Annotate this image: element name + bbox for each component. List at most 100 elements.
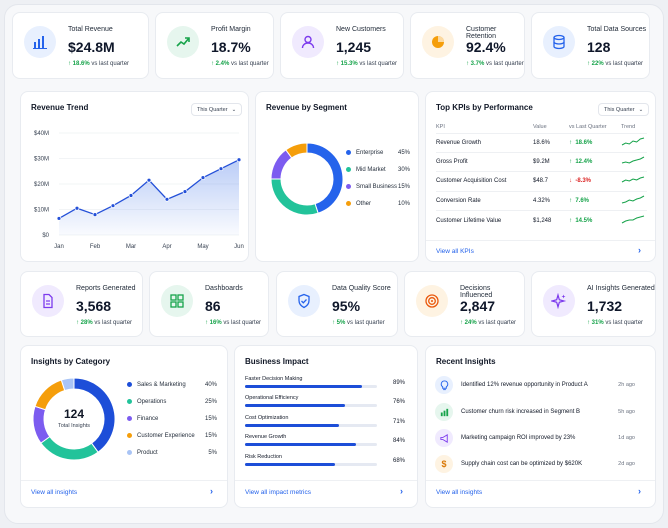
chevron-right-icon[interactable]: › (400, 486, 403, 496)
data-point (110, 203, 116, 209)
kpi-card-total-revenue[interactable]: Total Revenue $24.8M ↑ 18.6% vs last qua… (12, 12, 149, 79)
kpi-change: ↑ 5% vs last quarter (332, 320, 385, 326)
impact-bar-track (245, 463, 377, 466)
data-point (56, 216, 62, 221)
kpi-value: 2,847 (460, 298, 496, 314)
kpi-card-profit-margin[interactable]: Profit Margin 18.7% ↑ 2.4% vs last quart… (155, 12, 274, 79)
kpi-card-reports[interactable]: Reports Generated 3,568 ↑ 28% vs last qu… (20, 271, 143, 337)
impact-value: 68% (393, 458, 406, 464)
user-icon (292, 26, 324, 58)
chevron-down-icon: ⌄ (231, 106, 237, 113)
divider (21, 480, 227, 481)
sparkline (621, 132, 647, 153)
legend-item: Finance (127, 410, 195, 427)
kpi-change: ↑ 3.7% vs last quarter (466, 61, 524, 67)
insight-item[interactable]: Identified 12% revenue opportunity in Pr… (435, 373, 635, 397)
x-tick-label: Mar (126, 244, 136, 250)
sparkline-path (621, 176, 645, 183)
period-dropdown[interactable]: This Quarter ⌄ (598, 103, 650, 116)
impact-bar (245, 424, 339, 427)
impact-bar-track (245, 404, 377, 407)
kpi-name: Gross Profit (436, 151, 533, 172)
kpi-change: ↑ 18.6% vs last quarter (68, 61, 130, 67)
card-title: Business Impact (245, 357, 309, 366)
dollar-icon: $ (435, 455, 453, 473)
insight-text: Customer churn risk increased in Segment… (461, 409, 581, 415)
view-all-insights-link[interactable]: View all insights (31, 489, 78, 496)
legend-dot (346, 184, 351, 189)
chevron-right-icon[interactable]: › (638, 486, 641, 496)
insight-item[interactable]: Customer churn risk increased in Segment… (435, 400, 635, 424)
data-point (182, 189, 188, 195)
legend-item: Operations (127, 393, 195, 410)
kpi-value: 86 (205, 298, 221, 314)
insight-time: 5h ago (618, 409, 635, 415)
chevron-right-icon[interactable]: › (638, 245, 641, 255)
kpi-change: ↑ 7.6% (569, 190, 621, 211)
kpi-card-data-sources[interactable]: Total Data Sources 128 ↑ 22% vs last qua… (531, 12, 650, 79)
kpi-card-new-customers[interactable]: New Customers 1,245 ↑ 15.3% vs last quar… (280, 12, 404, 79)
kpi-card-ai-insights[interactable]: AI Insights Generated 1,732 ↑ 31% vs las… (531, 271, 656, 337)
kpi-card-decisions[interactable]: Decisions Influenced 2,847 ↑ 24% vs last… (404, 271, 525, 337)
x-tick-label: Feb (90, 244, 101, 250)
shield-check-icon (288, 285, 320, 317)
sparkline-path (621, 215, 645, 223)
divider (426, 480, 655, 481)
segment-card: Revenue by Segment Enterprise Mid Market… (255, 91, 419, 262)
kpi-label: Total Data Sources (587, 26, 647, 33)
view-all-kpis-link[interactable]: View all KPIs (436, 248, 474, 255)
table-row[interactable]: Customer Acquisition Cost $48.7 ↓ -8.3% (436, 171, 647, 192)
legend-dot (346, 201, 351, 206)
sparkle-icon (543, 285, 575, 317)
kpi-value: 4.32% (533, 190, 569, 211)
kpi-table: KPI Value vs Last Quarter Trend Revenue … (436, 121, 647, 230)
divider (235, 480, 417, 481)
view-all-impact-link[interactable]: View all impact metrics (245, 489, 311, 496)
donut-slice (285, 142, 308, 159)
legend-value: 15% (397, 183, 410, 190)
kpi-card-customer-retention[interactable]: Customer Retention 92.4% ↑ 3.7% vs last … (410, 12, 525, 79)
table-row[interactable]: Gross Profit $9.2M ↑ 12.4% (436, 151, 647, 172)
impact-bar-track (245, 424, 377, 427)
view-all-recent-link[interactable]: View all insights (436, 489, 483, 496)
x-tick-label: Apr (162, 244, 171, 250)
lightbulb-icon (435, 376, 453, 394)
period-dropdown[interactable]: This Quarter ⌄ (191, 103, 243, 116)
segment-values: 45% 30% 15% 10% (384, 144, 410, 212)
kpi-value: 128 (587, 39, 611, 55)
impact-bar (245, 463, 335, 466)
kpi-value: 92.4% (466, 39, 506, 55)
kpi-card-data-quality[interactable]: Data Quality Score 95% ↑ 5% vs last quar… (276, 271, 398, 337)
insight-item[interactable]: Marketing campaign ROI improved by 23% 1… (435, 426, 635, 450)
kpi-label: Dashboards (205, 285, 243, 292)
segment-donut-chart (270, 142, 344, 216)
kpi-change: ↑ 31% vs last quarter (587, 320, 644, 326)
y-tick-label: $0 (42, 233, 49, 239)
kpi-change: ↑ 2.4% vs last quarter (211, 61, 269, 67)
y-tick-label: $10M (34, 208, 49, 214)
insight-item[interactable]: $ Supply chain cost can be optimized by … (435, 452, 635, 476)
table-row[interactable]: Conversion Rate 4.32% ↑ 7.6% (436, 190, 647, 211)
donut-slice (40, 435, 99, 461)
table-row[interactable]: Customer Lifetime Value $1,248 ↑ 14.5% (436, 210, 647, 230)
column-header: KPI (436, 123, 445, 130)
table-row[interactable]: Revenue Growth 18.6% ↑ 18.6% (436, 132, 647, 153)
kpi-card-dashboards[interactable]: Dashboards 86 ↑ 16% vs last quarter (149, 271, 269, 337)
impact-label: Faster Decision Making (245, 376, 303, 382)
kpi-value: 3,568 (76, 298, 112, 314)
kpi-change: ↑ 24% vs last quarter (460, 320, 517, 326)
legend-dot (346, 150, 351, 155)
legend-dot (127, 399, 132, 404)
impact-bar (245, 385, 363, 388)
card-title: Revenue by Segment (266, 103, 347, 112)
recent-insights-card: Recent Insights Identified 12% revenue o… (425, 345, 656, 508)
kpi-name: Customer Lifetime Value (436, 210, 533, 230)
legend-item: Enterprise (346, 144, 397, 161)
kpi-change: ↑ 15.3% vs last quarter (336, 61, 398, 67)
kpi-label: Reports Generated (76, 285, 136, 292)
kpi-change: ↑ 16% vs last quarter (205, 320, 262, 326)
legend-dot (127, 450, 132, 455)
kpi-value: 18.7% (211, 39, 251, 55)
chevron-right-icon[interactable]: › (210, 486, 213, 496)
kpi-label: Customer Retention (466, 26, 497, 40)
